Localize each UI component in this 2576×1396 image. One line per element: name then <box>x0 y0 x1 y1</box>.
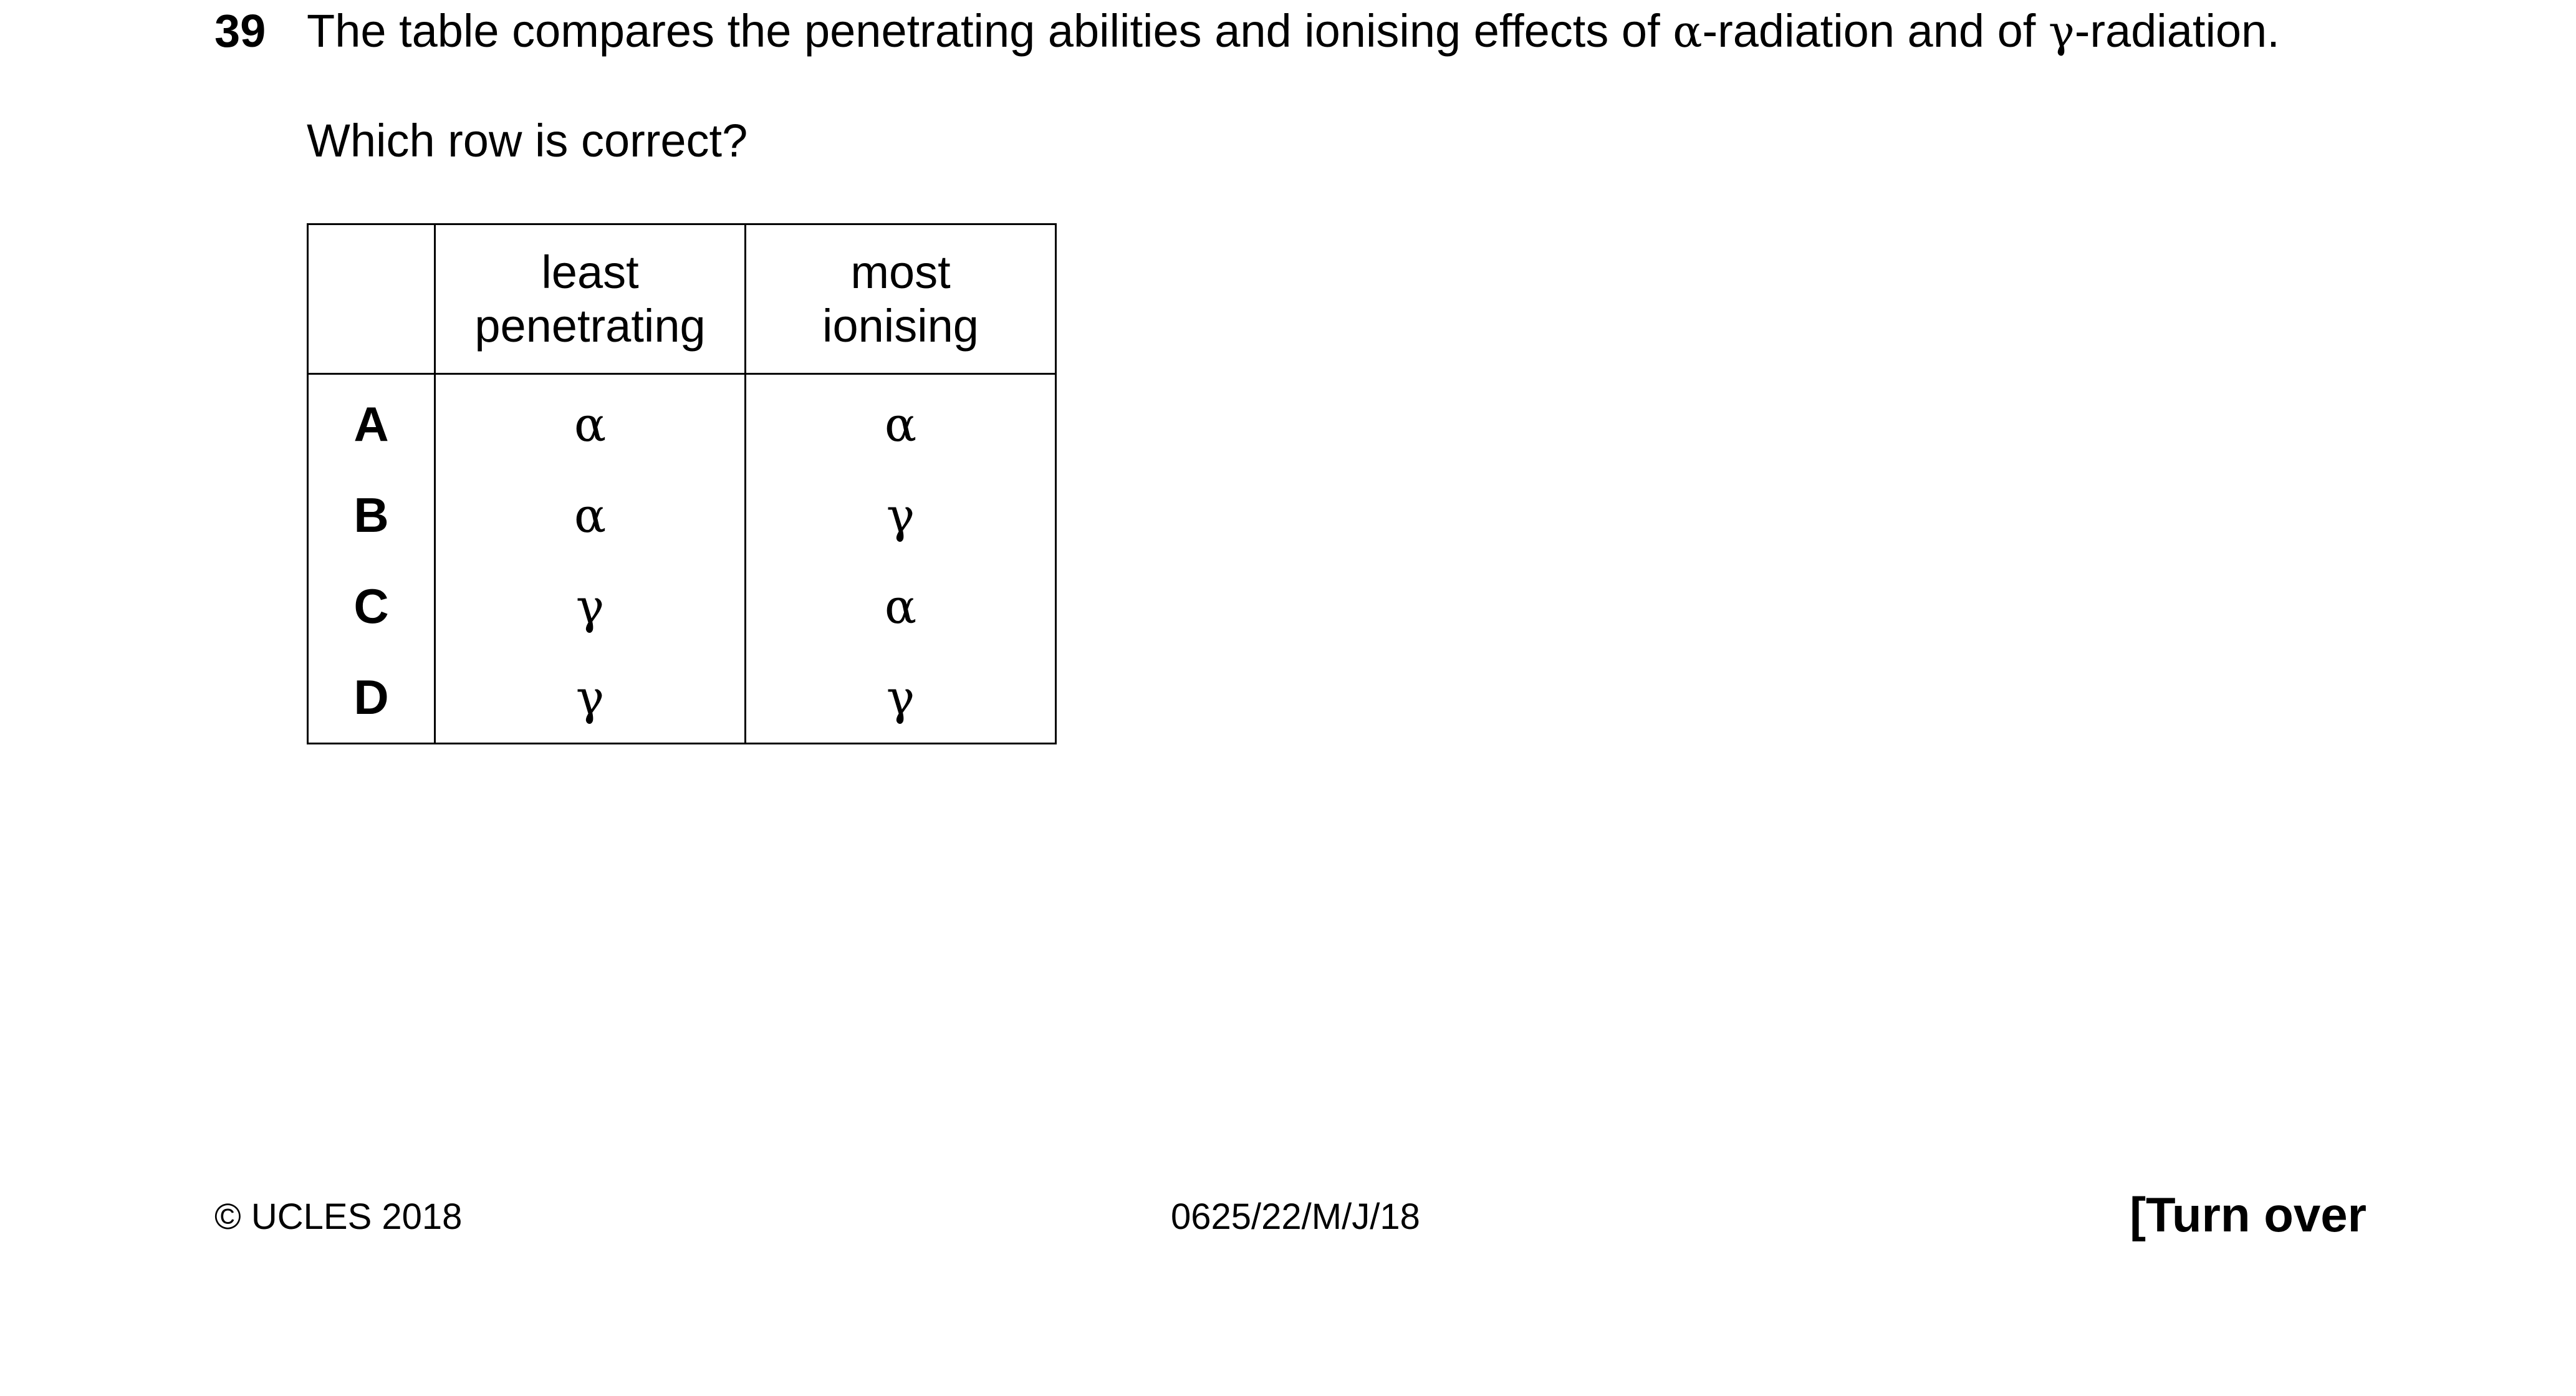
table-row: C γ α <box>307 561 1057 652</box>
header-least-penetrating: least penetrating <box>434 223 746 375</box>
alpha-symbol: α <box>1673 6 1703 57</box>
least-penetrating-cell: α <box>434 469 746 561</box>
paper-code: 0625/22/M/J/18 <box>1171 1196 1420 1237</box>
least-penetrating-cell: γ <box>434 652 746 744</box>
header-most-ionising-line1: most <box>850 246 951 298</box>
question-stem: The table compares the penetrating abili… <box>307 1 2280 62</box>
header-most-ionising: most ionising <box>744 223 1057 375</box>
question-stem-part-3: -radiation. <box>2074 5 2280 57</box>
least-penetrating-cell: γ <box>434 561 746 652</box>
most-ionising-cell: γ <box>744 652 1057 744</box>
most-ionising-cell: α <box>744 373 1057 469</box>
header-least-penetrating-line1: least <box>541 246 639 298</box>
question-stem-part-1: The table compares the penetrating abili… <box>307 5 1673 57</box>
table-row: A α α <box>307 373 1057 469</box>
header-most-ionising-line2: ionising <box>822 299 979 352</box>
question-number: 39 <box>214 5 266 57</box>
row-letter: B <box>307 469 436 561</box>
header-least-penetrating-line2: penetrating <box>474 299 706 352</box>
row-letter: D <box>307 652 436 744</box>
most-ionising-cell: γ <box>744 469 1057 561</box>
row-letter: C <box>307 561 436 652</box>
gamma-symbol: γ <box>2048 6 2075 57</box>
table-row: B α γ <box>307 469 1057 561</box>
most-ionising-cell: α <box>744 561 1057 652</box>
table-row: D γ γ <box>307 652 1057 744</box>
copyright-notice: © UCLES 2018 <box>214 1196 463 1237</box>
question-prompt: Which row is correct? <box>307 115 748 166</box>
turn-over-label: [Turn over <box>2130 1187 2367 1242</box>
least-penetrating-cell: α <box>434 373 746 469</box>
table-header-row: least penetrating most ionising <box>307 223 1057 375</box>
header-blank-cell <box>307 223 436 375</box>
row-letter: A <box>307 373 436 469</box>
question-stem-part-2: -radiation and of <box>1702 5 2049 57</box>
answer-table: least penetrating most ionising A α α B … <box>307 223 1057 744</box>
